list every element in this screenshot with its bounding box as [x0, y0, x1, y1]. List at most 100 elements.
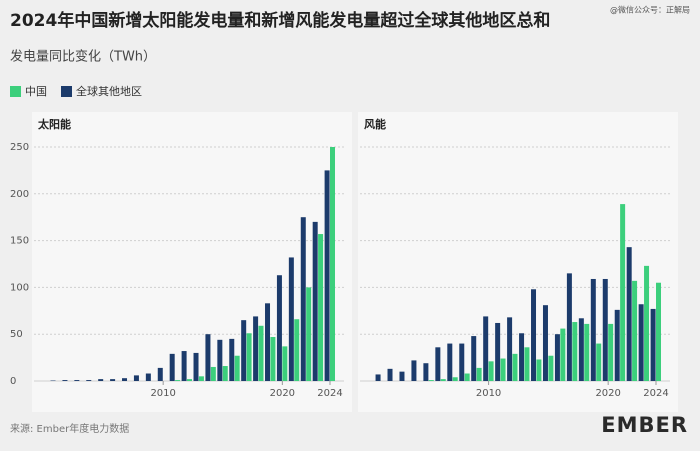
bar	[644, 266, 649, 381]
bar	[158, 368, 163, 381]
bar	[259, 326, 264, 381]
bar	[170, 354, 175, 381]
bar	[205, 334, 210, 381]
bar	[146, 374, 151, 381]
bar	[531, 289, 536, 381]
bar	[399, 372, 404, 381]
bar	[388, 369, 393, 381]
bar	[289, 257, 294, 381]
bar	[301, 217, 306, 381]
y-tick-label: 200	[10, 189, 29, 200]
bar	[194, 353, 199, 381]
bar	[656, 283, 661, 381]
bar	[620, 204, 625, 381]
bar	[536, 359, 541, 381]
x-tick-label: 2020	[270, 388, 295, 399]
bar	[447, 344, 452, 381]
bar	[483, 316, 488, 381]
y-tick-label: 100	[10, 282, 29, 293]
bar	[122, 378, 127, 381]
x-tick-label: 2010	[476, 388, 501, 399]
bar	[441, 379, 446, 381]
bar	[306, 287, 311, 381]
bar	[639, 304, 644, 381]
x-tick-label: 2010	[150, 388, 175, 399]
bar	[318, 234, 323, 381]
bar	[471, 336, 476, 381]
bar	[560, 329, 565, 381]
bar	[253, 316, 258, 381]
bar	[591, 279, 596, 381]
logo: EMBER	[601, 413, 688, 437]
y-tick-label: 50	[10, 329, 23, 340]
title: 2024年中国新增太阳能发电量和新增风能发电量超过全球其他地区总和	[10, 10, 550, 31]
bar	[651, 309, 656, 381]
bar	[211, 367, 216, 381]
bar	[182, 351, 187, 381]
bar	[632, 281, 637, 381]
bar	[411, 360, 416, 381]
x-tick-label: 2024	[643, 388, 668, 399]
y-tick-label: 150	[10, 236, 29, 247]
bar	[175, 380, 180, 381]
bar	[429, 380, 434, 381]
bar	[507, 317, 512, 381]
bar	[579, 318, 584, 381]
bar	[62, 380, 67, 381]
bar	[603, 279, 608, 381]
bar	[477, 368, 482, 381]
bar	[229, 339, 234, 381]
subtitle: 发电量同比变化（TWh）	[10, 49, 156, 65]
bar	[567, 273, 572, 381]
bar	[495, 323, 500, 381]
bar	[313, 222, 318, 381]
bar	[584, 324, 589, 381]
y-tick-label: 0	[10, 376, 16, 387]
bar	[134, 375, 139, 381]
bar	[513, 354, 518, 381]
bar	[572, 322, 577, 381]
legend-label: 全球其他地区	[76, 84, 142, 98]
bar	[459, 344, 464, 381]
watermark: @微信公众号：正解局	[610, 5, 690, 15]
x-tick-label: 2020	[595, 388, 620, 399]
legend-swatch	[61, 86, 72, 97]
bar	[187, 379, 192, 381]
bar	[435, 347, 440, 381]
bar	[223, 366, 228, 381]
bar	[294, 319, 299, 381]
bar	[265, 303, 270, 381]
bar	[325, 170, 330, 381]
bar	[615, 310, 620, 381]
bar	[501, 359, 506, 381]
bar	[98, 379, 103, 381]
bar	[519, 333, 524, 381]
bar	[74, 380, 79, 381]
bar	[376, 374, 381, 381]
bar	[217, 340, 222, 381]
bar	[330, 147, 335, 381]
bar	[453, 377, 458, 381]
bar	[548, 356, 553, 381]
bar	[282, 346, 287, 381]
x-tick-label: 2024	[317, 388, 342, 399]
bar	[110, 379, 115, 381]
bar	[524, 347, 529, 381]
bar	[555, 334, 560, 381]
panel-title: 太阳能	[37, 117, 71, 131]
bar	[423, 363, 428, 381]
source: 来源: Ember年度电力数据	[10, 422, 129, 435]
y-tick-label: 250	[10, 142, 29, 153]
bar	[543, 305, 548, 381]
bar	[627, 247, 632, 381]
legend-swatch	[10, 86, 21, 97]
bar	[277, 275, 282, 381]
bar	[86, 380, 91, 381]
bar	[608, 324, 613, 381]
bar	[489, 361, 494, 381]
bar	[596, 344, 601, 381]
bar	[270, 337, 275, 381]
bar	[465, 374, 470, 381]
bar	[241, 320, 246, 381]
